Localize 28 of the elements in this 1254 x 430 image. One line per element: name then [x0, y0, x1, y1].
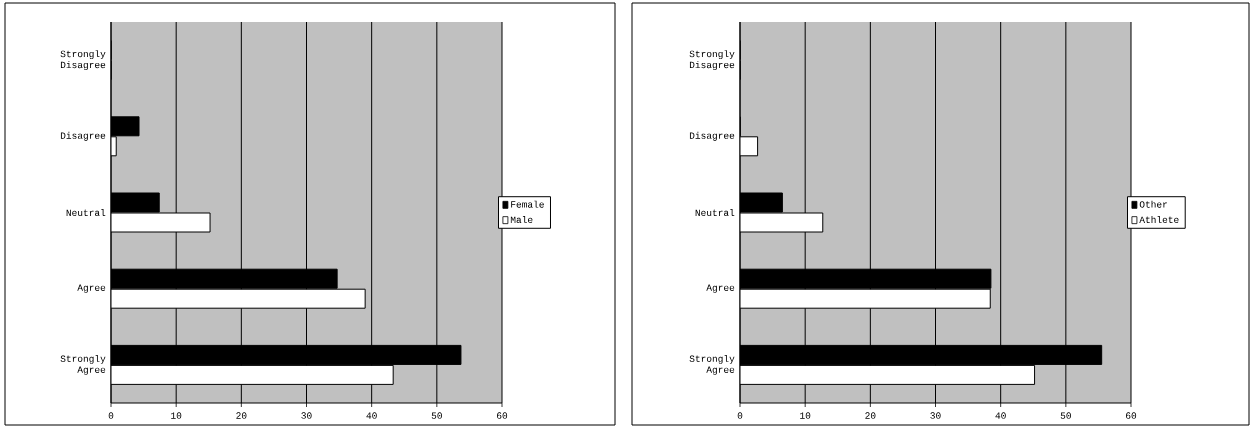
y-tick-label: Strongly Disagree [60, 50, 106, 71]
x-tick-label: 0 [108, 412, 114, 419]
y-tick-label: Neutral [695, 209, 735, 216]
x-tick-label: 20 [236, 412, 247, 419]
x-tick-label: 50 [431, 412, 442, 419]
x-tick-label: 20 [865, 412, 876, 419]
x-tick-label: 40 [995, 412, 1006, 419]
y-tick-label: Neutral [66, 209, 106, 216]
y-tick-label: Disagree [689, 131, 735, 141]
x-tick-label: 40 [366, 412, 377, 419]
y-tick-label: Agree [706, 284, 735, 293]
y-tick-label: Strongly Agree [689, 354, 735, 375]
x-tick-label: 10 [800, 412, 811, 419]
x-tick-label: 30 [301, 412, 312, 419]
y-tick-label: Disagree [60, 131, 106, 141]
legend-label: Male [510, 215, 533, 223]
x-tick-label: 60 [497, 412, 508, 419]
y-tick-label: Strongly Agree [60, 354, 106, 375]
x-tick-label: 60 [1126, 412, 1137, 419]
x-tick-label: 50 [1060, 412, 1071, 419]
y-tick-label: Agree [77, 284, 106, 293]
legend-label: Athlete [1139, 215, 1179, 223]
legend-label: Female [511, 200, 544, 208]
x-tick-label: 0 [737, 412, 743, 419]
x-tick-label: 30 [930, 412, 941, 419]
legend-label: Other [1139, 200, 1167, 208]
y-tick-label: Strongly Disagree [689, 50, 735, 71]
x-tick-label: 10 [171, 412, 182, 419]
